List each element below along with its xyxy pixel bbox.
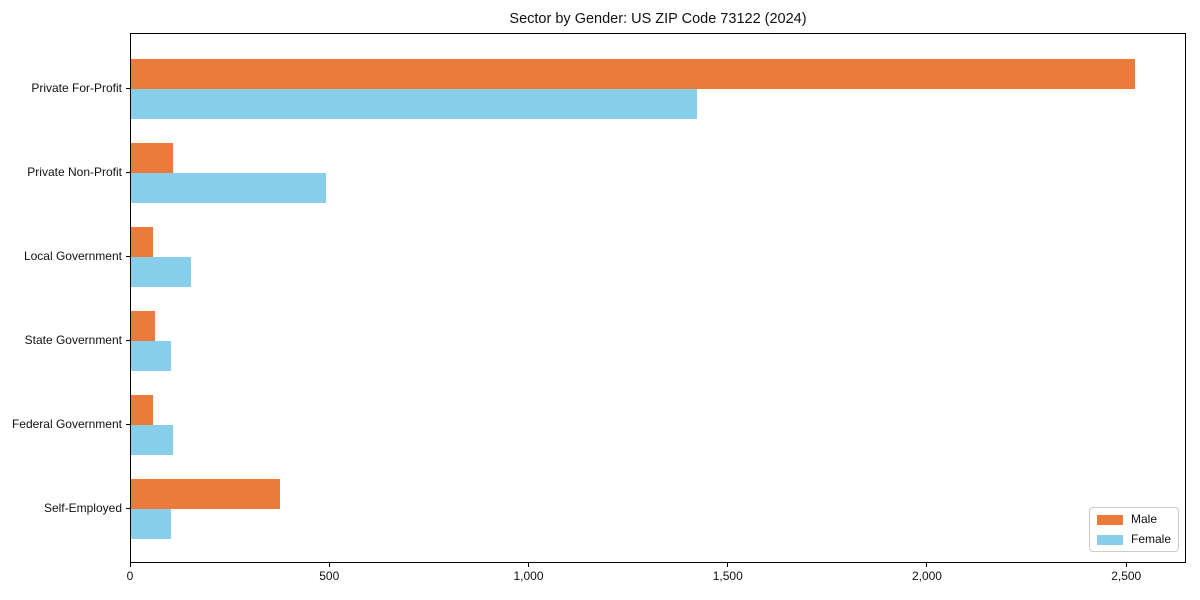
bar-male-federal-government <box>131 395 153 425</box>
y-tick-mark <box>126 424 130 425</box>
category-label-self-employed: Self-Employed <box>43 501 122 515</box>
bar-male-private-non-profit <box>131 143 173 173</box>
legend-entry-male: Male <box>1097 513 1171 526</box>
x-tick-label: 500 <box>319 569 340 583</box>
y-tick-mark <box>126 172 130 173</box>
category-label-state-government: State Government <box>24 333 122 347</box>
y-tick-mark <box>126 88 130 89</box>
x-tick-mark <box>727 563 729 567</box>
chart-title: Sector by Gender: US ZIP Code 73122 (202… <box>509 11 807 27</box>
x-tick-label: 1,000 <box>513 569 544 583</box>
legend-entry-female: Female <box>1097 533 1171 546</box>
y-tick-mark <box>126 256 130 257</box>
x-tick-mark <box>129 563 131 567</box>
legend-swatch-female-icon <box>1097 534 1123 545</box>
legend-label-female: Female <box>1131 532 1172 546</box>
x-tick-label: 0 <box>126 569 134 583</box>
legend-label-male: Male <box>1131 512 1158 526</box>
legend-swatch-male-icon <box>1097 514 1123 525</box>
category-label-private-for-profit: Private For-Profit <box>31 81 122 95</box>
x-tick-label: 1,500 <box>712 569 743 583</box>
y-tick-mark <box>126 340 130 341</box>
bar-male-private-for-profit <box>131 59 1135 89</box>
x-tick-label: 2,000 <box>911 569 942 583</box>
category-label-local-government: Local Government <box>23 249 122 263</box>
bar-female-state-government <box>131 341 171 371</box>
x-tick-mark <box>527 563 529 567</box>
bar-female-federal-government <box>131 425 173 455</box>
y-tick-mark <box>126 508 130 509</box>
x-tick-label: 2,500 <box>1111 569 1142 583</box>
bar-female-private-for-profit <box>131 89 697 119</box>
legend: Male Female <box>1089 507 1179 552</box>
category-label-private-non-profit: Private Non-Profit <box>27 165 122 179</box>
bar-male-local-government <box>131 227 153 257</box>
x-tick-mark <box>926 563 928 567</box>
x-tick-mark <box>1125 563 1127 567</box>
bar-male-self-employed <box>131 479 280 509</box>
bar-female-local-government <box>131 257 191 287</box>
bar-male-state-government <box>131 311 155 341</box>
category-label-federal-government: Federal Government <box>11 417 122 431</box>
bar-female-private-non-profit <box>131 173 326 203</box>
plot-area <box>130 33 1186 563</box>
x-tick-mark <box>328 563 330 567</box>
bar-female-self-employed <box>131 509 171 539</box>
